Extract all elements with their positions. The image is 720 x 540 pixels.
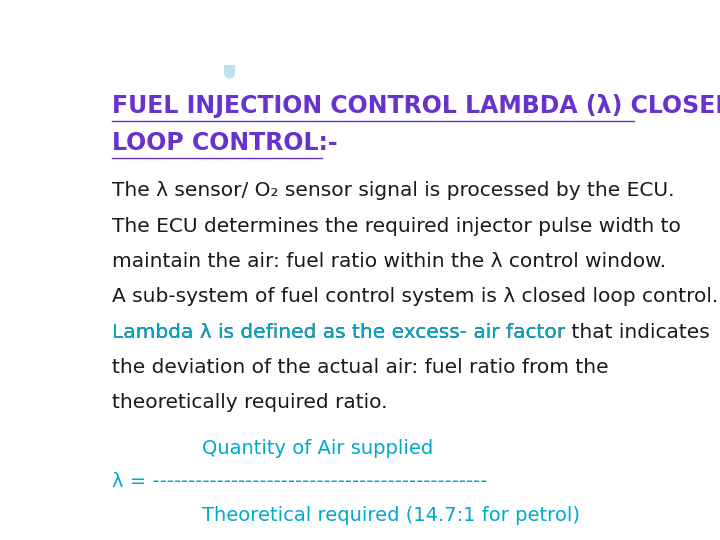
Text: Quantity of Air supplied: Quantity of Air supplied (202, 439, 433, 458)
Text: The λ sensor/ O₂ sensor signal is processed by the ECU.: The λ sensor/ O₂ sensor signal is proces… (112, 181, 675, 200)
Text: Theoretical required (14.7:1 for petrol): Theoretical required (14.7:1 for petrol) (202, 505, 580, 524)
Text: Lambda λ is defined as the excess- air factor: Lambda λ is defined as the excess- air f… (112, 322, 565, 342)
Text: λ = -----------------------------------------------: λ = ------------------------------------… (112, 472, 487, 491)
Text: FUEL INJECTION CONTROL LAMBDA (λ) CLOSED: FUEL INJECTION CONTROL LAMBDA (λ) CLOSED (112, 94, 720, 118)
Text: theoretically required ratio.: theoretically required ratio. (112, 393, 388, 412)
Text: maintain the air: fuel ratio within the λ control window.: maintain the air: fuel ratio within the … (112, 252, 667, 271)
Text: LOOP CONTROL:-: LOOP CONTROL:- (112, 131, 338, 156)
Text: The ECU determines the required injector pulse width to: The ECU determines the required injector… (112, 217, 681, 235)
Text: Lambda λ is defined as the excess- air factor that indicates: Lambda λ is defined as the excess- air f… (112, 322, 710, 342)
Text: the deviation of the actual air: fuel ratio from the: the deviation of the actual air: fuel ra… (112, 358, 609, 377)
Text: A sub-system of fuel control system is λ closed loop control.: A sub-system of fuel control system is λ… (112, 287, 719, 306)
